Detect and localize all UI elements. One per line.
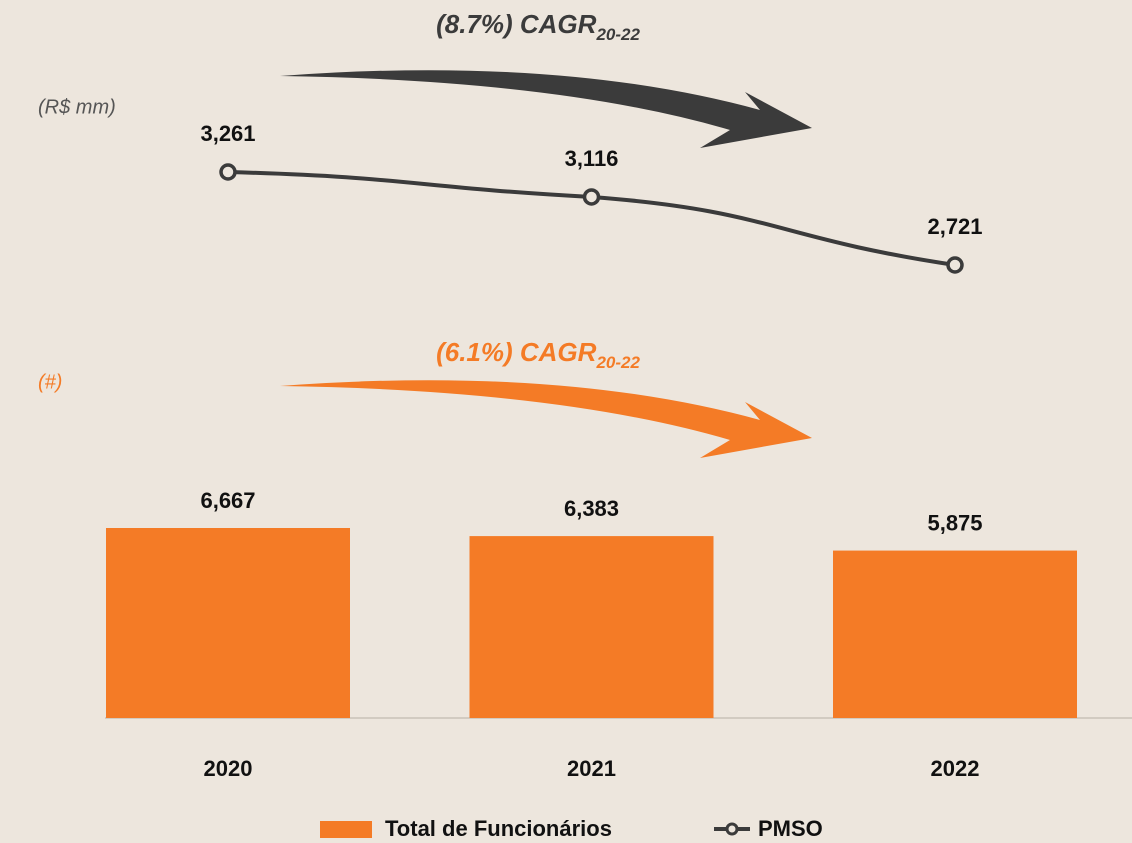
point (221, 165, 235, 179)
legend-label: Total de Funcionários (385, 816, 612, 841)
legend-swatch (320, 821, 372, 838)
page: {"chart_data": [ {"type": "line", "unit_… (0, 0, 1132, 843)
data-label: 5,875 (927, 510, 982, 535)
unit-label: (R$ mm) (38, 96, 116, 118)
cagr-subscript: 20-22 (595, 353, 640, 372)
x-tick-label: 2021 (567, 756, 616, 781)
bar (833, 551, 1077, 718)
bar (470, 536, 714, 718)
data-label: 3,116 (565, 146, 619, 171)
cagr-text: (6.1%) CAGR (436, 337, 597, 367)
unit-label: (#) (38, 371, 62, 393)
cagr-text: (8.7%) CAGR (436, 9, 597, 39)
bar (106, 528, 350, 718)
cagr-subscript: 20-22 (595, 25, 640, 44)
x-tick-label: 2020 (204, 756, 253, 781)
point (585, 190, 599, 204)
legend-swatch (727, 824, 737, 834)
chart: (8.7%) CAGR20-22 (6.1%) CAGR20-22 (R$ mm… (0, 0, 1132, 843)
point (948, 258, 962, 272)
data-label: 2,721 (927, 214, 982, 239)
data-label: 3,261 (200, 121, 255, 146)
x-tick-label: 2022 (931, 756, 980, 781)
data-label: 6,383 (564, 496, 619, 521)
legend-label: PMSO (758, 816, 823, 841)
data-label: 6,667 (200, 488, 255, 513)
